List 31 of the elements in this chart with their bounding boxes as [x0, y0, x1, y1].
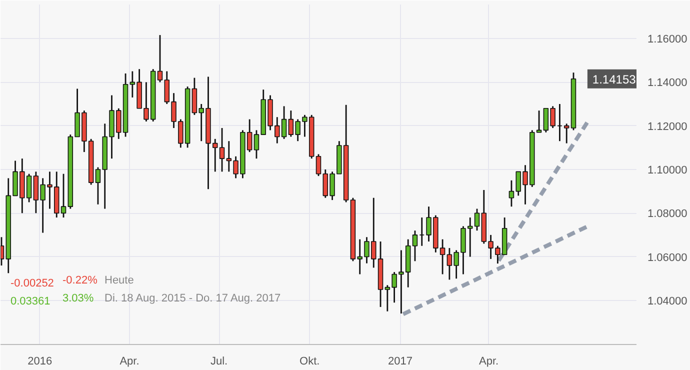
annotation: 3.03%: [62, 292, 94, 304]
y-tick-label: 1.14000: [648, 77, 688, 90]
x-tick-label: Jul.: [210, 356, 228, 368]
y-tick-label: 1.16000: [648, 34, 688, 46]
annotation: -0.00252: [10, 278, 54, 290]
x-tick-label: Apr.: [120, 356, 140, 368]
candlestick: [412, 230, 418, 262]
annotation: Heute: [104, 274, 134, 286]
candlestick: [536, 110, 542, 134]
annotation: -0.22%: [62, 274, 98, 286]
x-tick-label: 2016: [28, 356, 52, 368]
candlestick: [219, 127, 225, 172]
y-tick-label: 1.08000: [648, 208, 688, 220]
x-tick-label: Okt.: [300, 356, 320, 368]
annotation: Di. 18 Aug. 2015 - Do. 17 Aug. 2017: [104, 292, 281, 304]
candlestick: [60, 173, 66, 218]
candlestick: [0, 236, 4, 266]
y-tick-label: 1.12000: [648, 120, 688, 133]
x-tick-label: Apr.: [479, 356, 499, 368]
x-tick-label: 2017: [388, 356, 412, 368]
candlestick: [468, 216, 473, 258]
candlestick: [316, 154, 322, 177]
candlestick: [474, 208, 480, 232]
annotation: 0.03361: [10, 296, 50, 308]
y-tick-label: 1.04000: [648, 295, 688, 308]
candlestick: [564, 122, 570, 144]
y-tick-label: 1.06000: [648, 252, 688, 264]
annotation: 1.14153: [592, 72, 636, 86]
candlestick: [157, 34, 163, 83]
candlestick: [254, 130, 260, 160]
y-tick-label: 1.10000: [648, 164, 688, 176]
